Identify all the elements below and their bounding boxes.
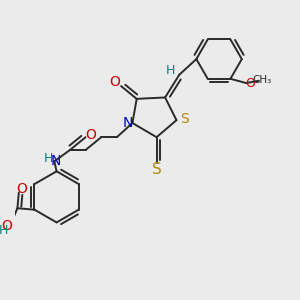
- Text: H: H: [166, 64, 175, 77]
- Text: S: S: [180, 112, 189, 126]
- Text: CH₃: CH₃: [253, 75, 272, 85]
- Text: O: O: [245, 76, 255, 89]
- Text: N: N: [122, 116, 133, 130]
- Text: H: H: [44, 152, 53, 165]
- Text: O: O: [85, 128, 96, 142]
- Text: O: O: [2, 219, 13, 233]
- Text: O: O: [110, 75, 120, 89]
- Text: N: N: [51, 154, 61, 168]
- Text: S: S: [152, 161, 161, 176]
- Text: H: H: [0, 224, 8, 237]
- Text: O: O: [16, 182, 27, 196]
